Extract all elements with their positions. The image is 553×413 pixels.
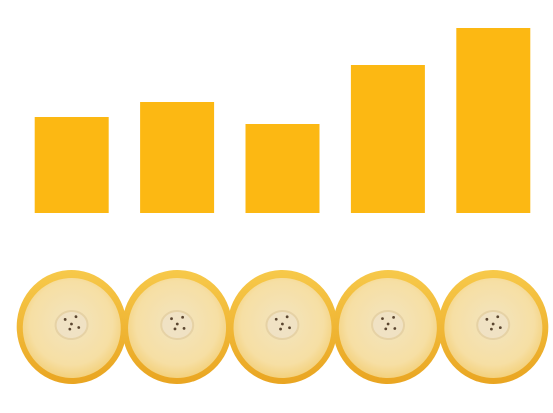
banana-slice — [122, 270, 233, 384]
banana-seed — [393, 327, 397, 330]
bar — [34, 117, 109, 213]
banana-seed — [170, 317, 173, 321]
banana-slice — [16, 270, 127, 384]
banana-seed — [181, 315, 185, 319]
bar — [350, 65, 425, 213]
banana-seed — [485, 317, 489, 321]
bar — [245, 124, 320, 213]
bar — [456, 28, 531, 213]
banana-seed — [70, 322, 73, 326]
banana-seed — [490, 327, 493, 331]
banana-seed — [285, 315, 289, 319]
banana-seed — [175, 322, 179, 326]
banana-seed — [381, 317, 384, 321]
banana-seed — [74, 315, 78, 319]
banana-seed — [392, 315, 395, 319]
banana-seed — [173, 327, 177, 331]
banana-seed — [279, 327, 282, 331]
banana-seed — [498, 326, 502, 330]
bar — [140, 102, 215, 213]
banana-slice — [332, 270, 443, 384]
banana-seed — [182, 326, 186, 330]
banana-seed — [288, 326, 291, 330]
banana-seed — [491, 322, 495, 326]
banana-seed — [274, 317, 278, 321]
banana-slice — [438, 270, 549, 384]
banana-seed — [280, 322, 284, 326]
banana-seed — [77, 326, 81, 329]
banana-seed — [384, 327, 388, 331]
banana-slice — [227, 270, 338, 384]
banana-seed — [63, 318, 67, 321]
banana-seed — [496, 315, 500, 319]
banana-seed — [386, 322, 390, 326]
banana-seed — [68, 327, 72, 331]
